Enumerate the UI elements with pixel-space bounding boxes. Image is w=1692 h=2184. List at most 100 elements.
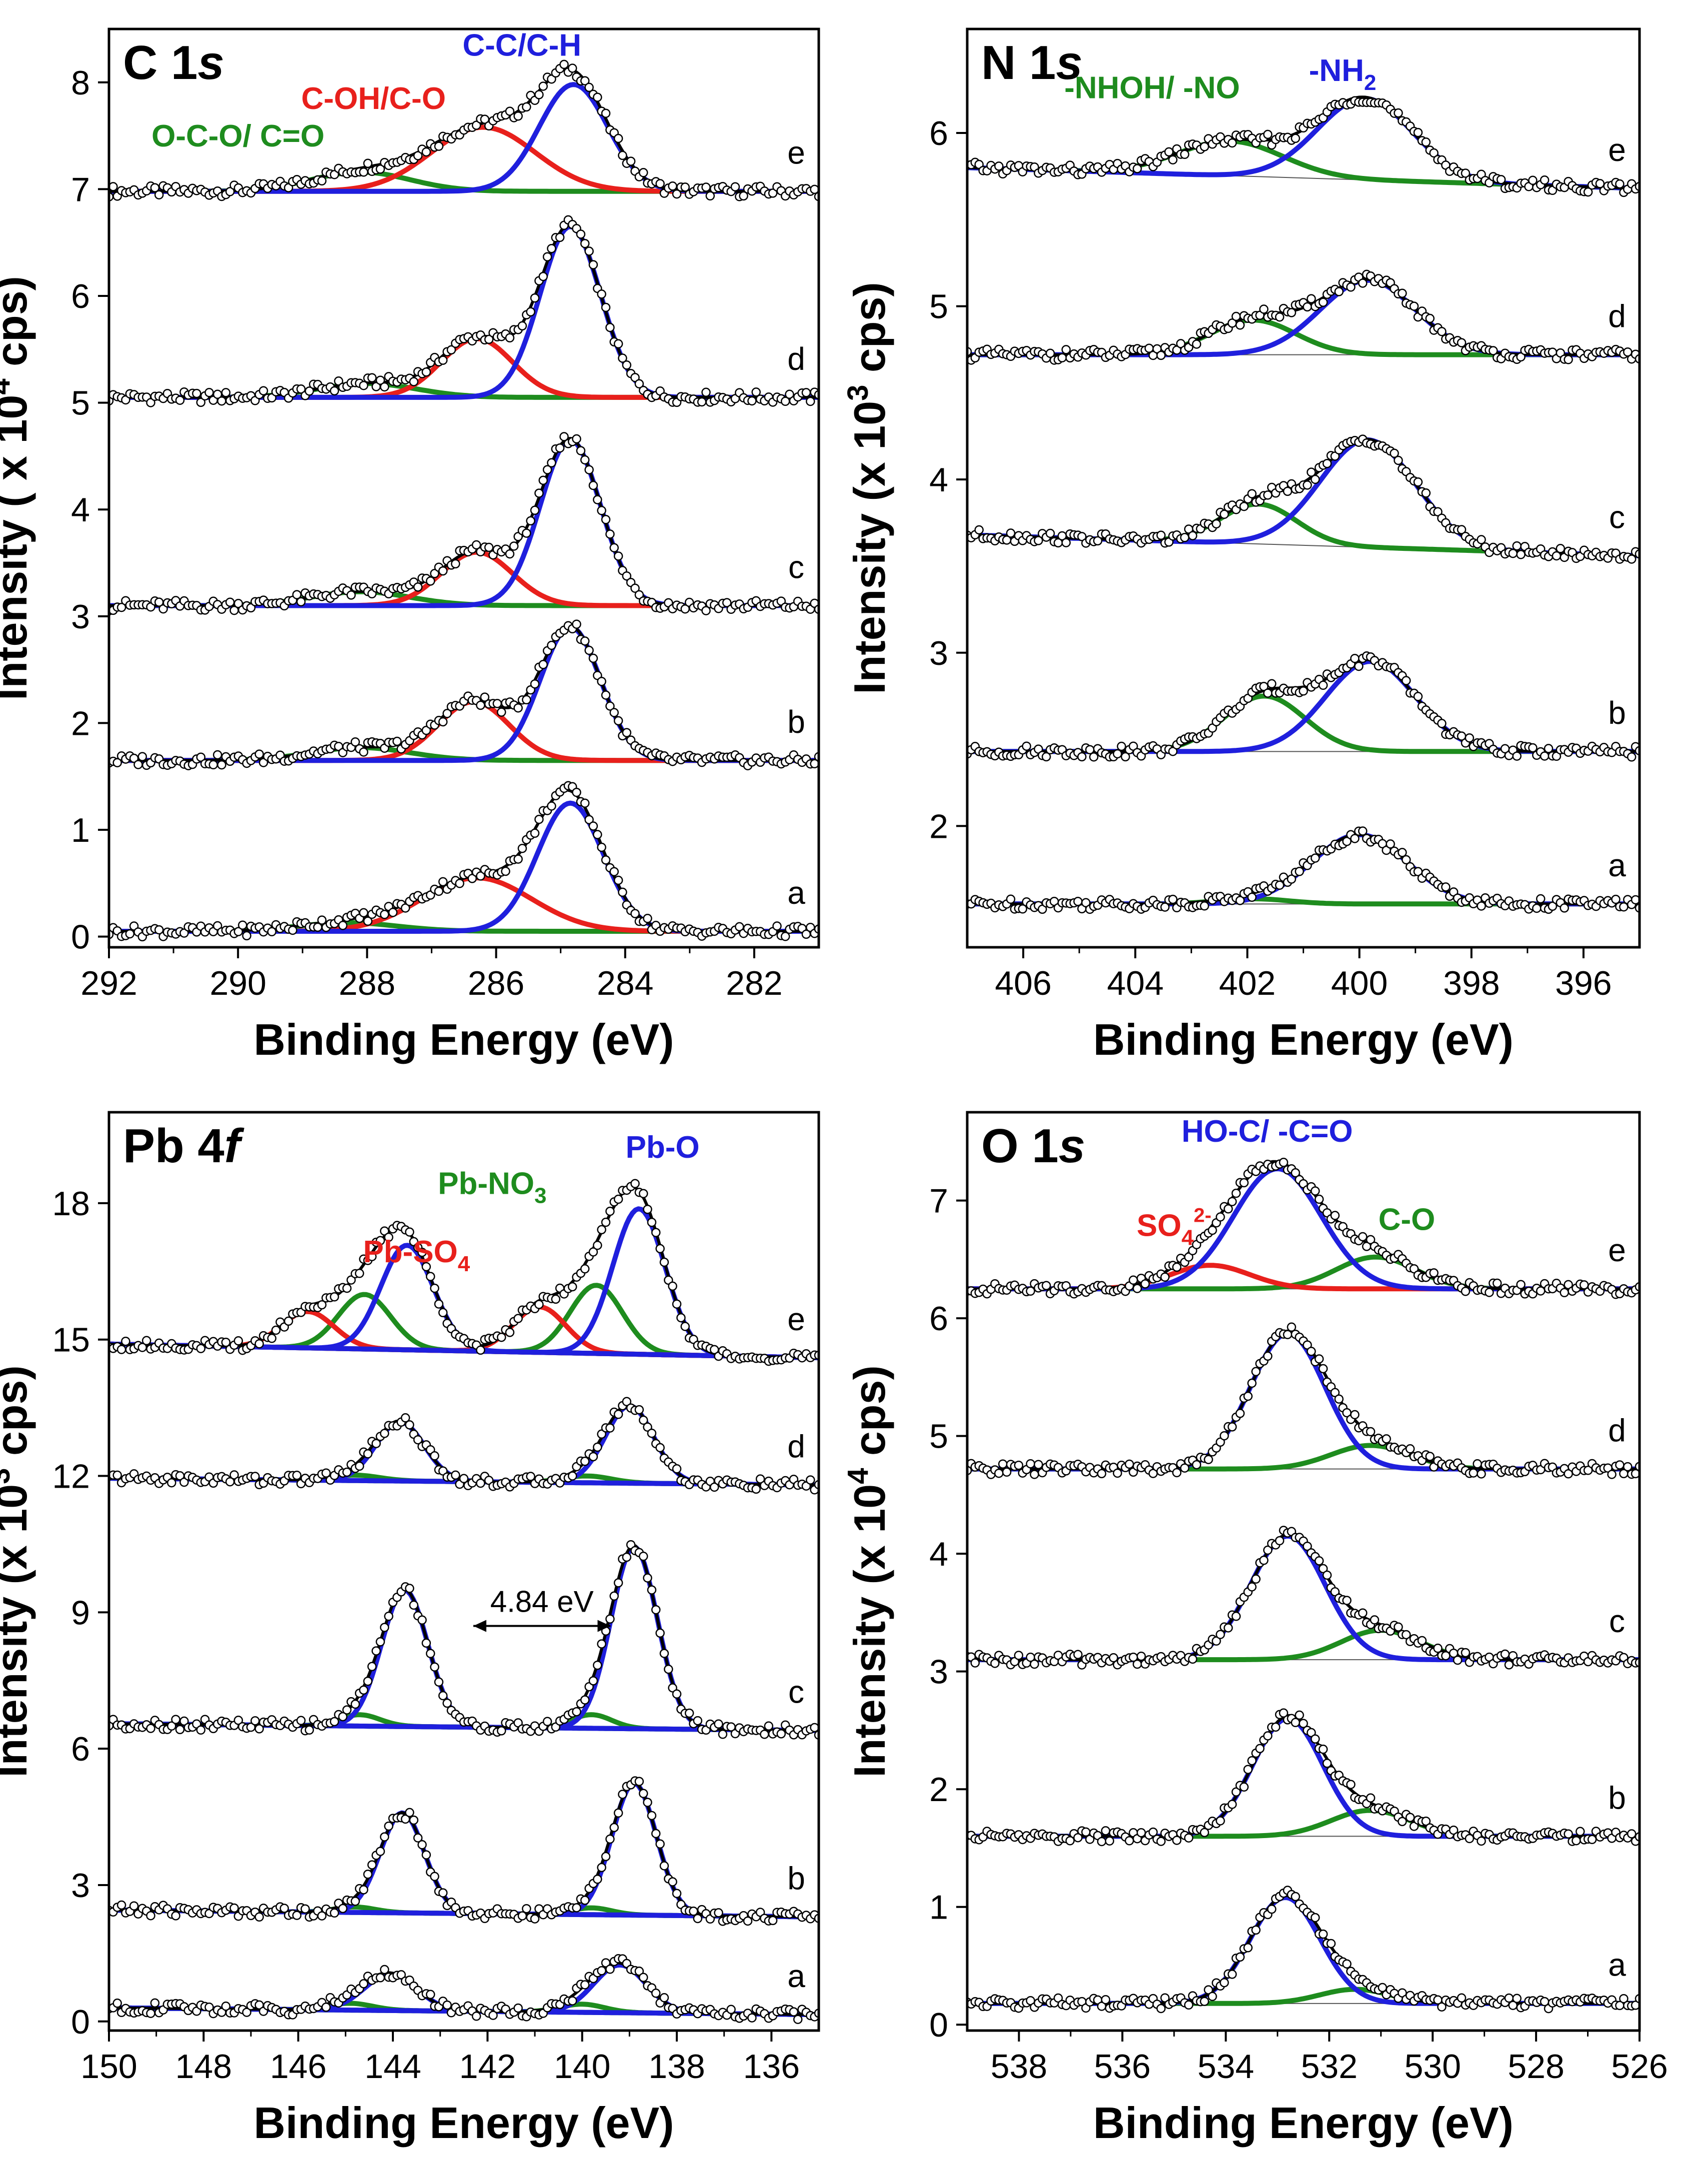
data-point-e — [1180, 149, 1190, 159]
y-tick-label: 2 — [929, 807, 948, 845]
trace-label-e: e — [787, 1301, 805, 1337]
y-tick-label: 15 — [52, 1321, 90, 1359]
data-point-b — [1200, 1828, 1209, 1838]
data-point-c — [1504, 1660, 1514, 1670]
data-point-c — [1303, 1541, 1312, 1551]
data-point-b — [714, 1908, 723, 1918]
data-point-e — [1160, 1272, 1170, 1282]
data-point-c — [250, 1716, 260, 1726]
data-point-b — [593, 1875, 602, 1884]
data-point-d — [1231, 311, 1241, 321]
data-point-c — [233, 1716, 243, 1725]
data-point-c — [496, 1726, 506, 1736]
y-tick-label: 1 — [71, 811, 90, 849]
data-point-a — [317, 915, 327, 925]
peak-label-superscript: 2- — [1194, 1204, 1212, 1226]
data-point-d — [697, 397, 707, 407]
data-point-b — [622, 728, 632, 737]
y-axis-title-main: Intensity (x 10 — [845, 1484, 894, 1778]
panel-n1s: e d c b a 406 404 402 400 398 396 2 3 4 5 6 Binding Ener… — [842, 27, 1641, 1064]
data-point-d — [267, 393, 277, 403]
data-point-d — [630, 372, 640, 382]
data-point-d — [567, 1471, 577, 1481]
y-tick-label: 6 — [929, 114, 948, 152]
data-point-c — [970, 1658, 980, 1668]
peak-label-subscript: 4 — [1182, 1225, 1194, 1250]
data-point-e — [1461, 1287, 1471, 1296]
data-point-c — [1045, 528, 1055, 538]
data-point-b — [513, 703, 523, 713]
data-point-e — [513, 111, 523, 121]
data-point-a — [1295, 867, 1304, 876]
data-point-e — [730, 182, 740, 191]
data-point-b — [367, 1860, 377, 1870]
data-point-b — [580, 636, 590, 646]
data-point-e — [150, 183, 160, 192]
data-point-c — [542, 465, 552, 474]
data-point-b — [1105, 1836, 1115, 1846]
data-point-a — [1437, 2002, 1447, 2012]
data-point-d — [1631, 1469, 1640, 1479]
data-point-e — [425, 1272, 435, 1281]
data-point-c — [375, 1637, 385, 1647]
data-point-b — [1299, 686, 1308, 696]
peak-label-text: HO-C/ -C=O — [1182, 1114, 1353, 1149]
y-axis-title-main: Intensity (x 10 — [0, 1484, 36, 1778]
data-point-c — [434, 1677, 444, 1687]
data-point-e — [626, 156, 636, 166]
data-point-d — [622, 1397, 632, 1407]
peak-label-text: C-C/C-H — [462, 28, 581, 62]
data-point-c — [701, 606, 711, 615]
data-point-e — [1540, 175, 1550, 185]
data-point-d — [375, 375, 385, 385]
data-point-b — [1247, 1756, 1257, 1766]
x-tick-label: 538 — [991, 2048, 1047, 2086]
data-point-a — [1220, 1978, 1229, 1988]
data-point-a — [425, 1990, 435, 2000]
data-point-b — [588, 653, 598, 663]
trace-label-a: a — [1608, 847, 1626, 883]
data-point-a — [534, 814, 544, 824]
data-point-a — [789, 2007, 799, 2017]
data-point-d — [580, 238, 590, 248]
data-point-d — [622, 360, 632, 370]
data-point-a — [597, 1966, 606, 1976]
data-point-d — [1026, 1459, 1035, 1469]
data-point-b — [601, 1852, 611, 1862]
y-axis-title: Intensity (x 103 cps) — [0, 1365, 36, 1778]
data-point-d — [380, 1429, 389, 1438]
data-point-c — [638, 1552, 648, 1561]
data-point-a — [634, 1967, 644, 1976]
data-point-c — [1132, 1659, 1142, 1669]
data-point-b — [476, 700, 485, 710]
data-point-b — [584, 645, 594, 655]
data-point-a — [1611, 894, 1621, 904]
data-point-e — [421, 147, 431, 157]
data-point-a — [467, 874, 477, 883]
data-point-b — [530, 1914, 540, 1924]
data-point-b — [1065, 1836, 1075, 1846]
data-point-d — [1409, 301, 1419, 311]
x-tick-label: 136 — [743, 2048, 800, 2086]
data-point-b — [647, 1811, 657, 1821]
data-point-d — [526, 1472, 535, 1481]
data-point-b — [1022, 741, 1031, 751]
data-point-d — [1615, 1460, 1625, 1470]
data-point-d — [998, 1459, 1008, 1469]
data-point-d — [1172, 1468, 1182, 1478]
data-point-c — [409, 1600, 419, 1610]
data-point-e — [1172, 1262, 1182, 1272]
data-point-b — [442, 709, 452, 718]
data-point-d — [605, 1423, 615, 1433]
data-point-e — [567, 63, 577, 73]
data-point-e — [1239, 1178, 1249, 1188]
data-point-c — [342, 1705, 352, 1715]
data-point-c — [425, 1649, 435, 1659]
peak-label: O-C-O/ C=O — [151, 119, 324, 153]
y-axis-title-exponent: 3 — [842, 385, 874, 401]
data-point-b — [572, 619, 581, 629]
data-point-b — [1350, 653, 1360, 663]
data-point-a — [659, 1993, 669, 2003]
x-tick-label: 534 — [1198, 2048, 1254, 2086]
data-point-a — [1267, 1904, 1277, 1914]
